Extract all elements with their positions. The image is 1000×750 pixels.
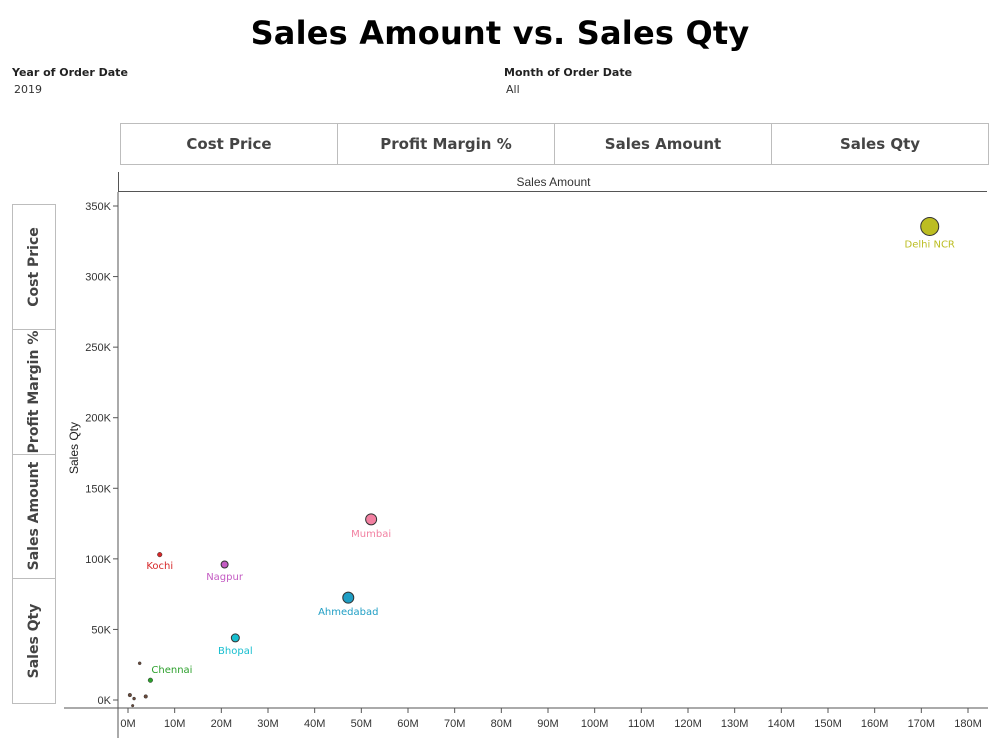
filter-year-value[interactable]: 2019 <box>14 83 42 96</box>
y-tick-label: 350K <box>85 201 111 213</box>
column-parameter-sales-qty[interactable]: Sales Qty <box>839 135 921 153</box>
row-parameter-sales-amount[interactable]: Sales Amount <box>13 455 55 580</box>
x-tick-label: 40M <box>304 718 325 730</box>
row-parameter-selector: Cost Price Profit Margin % Sales Amount … <box>12 204 56 704</box>
dashboard-title: Sales Amount vs. Sales Qty <box>250 14 750 52</box>
x-tick-label: 120M <box>674 718 702 730</box>
x-tick-label: 50M <box>351 718 372 730</box>
point-label-ahmedabad: Ahmedabad <box>318 607 378 618</box>
data-point-mumbai[interactable] <box>365 513 378 526</box>
column-parameter-selector: Cost Price Profit Margin % Sales Amount … <box>120 123 989 165</box>
x-tick-label: 70M <box>444 718 465 730</box>
pane-divider <box>118 172 119 192</box>
point-label-nagpur: Nagpur <box>206 572 244 583</box>
y-tick-label: 0K <box>98 695 112 707</box>
x-tick-label: 130M <box>721 718 749 730</box>
y-tick-label: 100K <box>85 554 111 566</box>
y-tick-label: 200K <box>85 413 111 425</box>
data-point-ahmedabad[interactable] <box>342 591 355 604</box>
column-parameter-cost-price[interactable]: Cost Price <box>121 124 338 164</box>
y-tick-label: 300K <box>85 272 111 284</box>
data-point-nagpur[interactable] <box>220 560 229 569</box>
filter-month[interactable]: Month of Order Date All <box>504 66 632 96</box>
x-tick-label: 20M <box>211 718 232 730</box>
x-tick-label: 0M <box>120 718 135 730</box>
y-tick-label: 50K <box>91 624 111 636</box>
x-tick-label: 180M <box>954 718 982 730</box>
point-label-bhopal: Bhopal <box>218 646 253 657</box>
x-tick-label: 30M <box>257 718 278 730</box>
row-parameter-profit-margin[interactable]: Profit Margin % <box>13 330 55 455</box>
column-parameter-sales-amount[interactable]: Sales Amount <box>555 124 772 164</box>
data-point-delhi-ncr[interactable] <box>920 216 940 236</box>
data-point-unlabeled[interactable] <box>132 696 136 701</box>
filter-month-value[interactable]: All <box>506 83 520 96</box>
y-tick-label: 150K <box>85 483 111 495</box>
x-tick-label: 150M <box>814 718 842 730</box>
data-point-unlabeled[interactable] <box>143 694 148 699</box>
data-point-kochi[interactable] <box>157 552 163 558</box>
x-tick-label: 170M <box>908 718 936 730</box>
x-tick-label: 110M <box>628 718 655 730</box>
filter-year[interactable]: Year of Order Date 2019 <box>12 66 128 96</box>
x-tick-label: 140M <box>768 718 796 730</box>
y-tick-label: 250K <box>85 342 111 354</box>
x-tick-label: 90M <box>537 718 558 730</box>
x-tick-label: 60M <box>397 718 418 730</box>
point-label-kochi: Kochi <box>146 561 173 572</box>
column-parameter-profit-margin[interactable]: Profit Margin % <box>338 124 555 164</box>
row-parameter-cost-price[interactable]: Cost Price <box>13 205 55 330</box>
x-tick-label: 10M <box>164 718 185 730</box>
x-axis-title: Sales Amount <box>516 175 591 189</box>
data-point-bhopal[interactable] <box>230 633 240 643</box>
point-label-chennai: Chennai <box>151 665 192 676</box>
pane-top-border <box>118 191 987 192</box>
filter-year-label: Year of Order Date <box>12 66 128 79</box>
data-point-unlabeled[interactable] <box>127 693 132 698</box>
point-label-mumbai: Mumbai <box>351 529 391 540</box>
data-point-chennai[interactable] <box>147 677 153 683</box>
point-label-delhi-ncr: Delhi NCR <box>905 239 955 250</box>
data-point-unlabeled[interactable] <box>137 661 142 666</box>
filter-month-label: Month of Order Date <box>504 66 633 79</box>
x-tick-label: 100M <box>581 718 609 730</box>
x-tick-label: 80M <box>491 718 512 730</box>
data-point-unlabeled[interactable] <box>131 704 135 708</box>
x-tick-label: 160M <box>861 718 889 730</box>
